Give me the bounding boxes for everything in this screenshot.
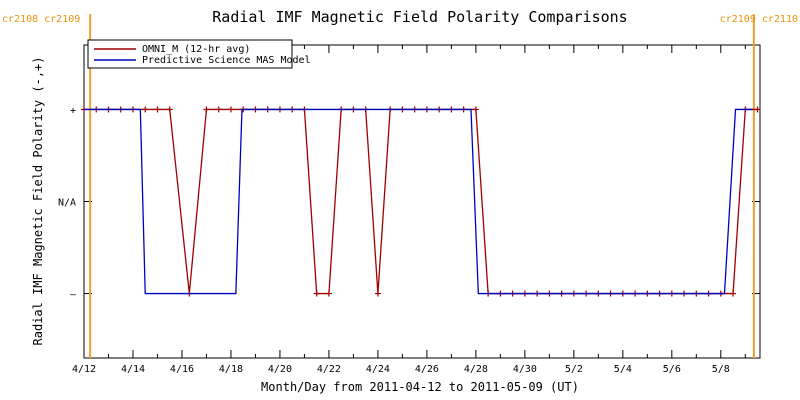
x-tick-label: 4/12	[72, 364, 96, 375]
legend-label-omni: OMNI_M (12-hr avg)	[142, 44, 250, 55]
x-tick-label: 4/20	[268, 364, 292, 375]
data-point	[203, 106, 210, 113]
chart-title: Radial IMF Magnetic Field Polarity Compa…	[212, 8, 627, 26]
x-tick-label: 4/24	[366, 364, 390, 375]
x-tick-label: 5/2	[565, 364, 583, 375]
data-point	[754, 106, 761, 113]
data-point	[142, 106, 149, 113]
legend-label-mas: Predictive Science MAS Model	[142, 55, 311, 66]
series-lines	[81, 106, 761, 297]
data-point	[325, 290, 332, 297]
carrington-markers: cr2108 cr2109 cr2109 cr2110	[2, 14, 798, 358]
y-axis-label: Radial IMF Magnetic Field Polarity (-,+)	[31, 57, 45, 346]
x-tick-label: 5/8	[712, 364, 730, 375]
data-point	[215, 106, 222, 113]
legend: OMNI_M (12-hr avg) Predictive Science MA…	[87, 39, 311, 69]
x-tick-label: 4/14	[121, 364, 145, 375]
x-tick-label: 4/22	[317, 364, 341, 375]
x-tick-label: 5/4	[614, 364, 632, 375]
x-tick-label: 4/18	[219, 364, 243, 375]
data-point	[730, 290, 737, 297]
data-point	[154, 106, 161, 113]
data-point	[374, 290, 381, 297]
y-tick-label: N/A	[58, 198, 76, 209]
data-point	[472, 106, 479, 113]
x-tick-label: 4/28	[464, 364, 488, 375]
plot-frame	[83, 44, 761, 359]
series-line-1	[84, 108, 753, 295]
legend-box	[87, 39, 293, 69]
tick-labels: 4/12 4/14 4/16 4/18 4/20 4/22 4/24 4/26 4/28 4/30…	[58, 105, 730, 375]
x-tick-label: 4/30	[513, 364, 537, 375]
x-tick-label: 4/16	[170, 364, 194, 375]
data-point	[166, 106, 173, 113]
x-tick-label: 5/6	[663, 364, 681, 375]
data-point	[313, 290, 320, 297]
x-tick-label: 4/26	[415, 364, 439, 375]
y-tick-label: –	[70, 290, 77, 301]
data-point	[227, 106, 234, 113]
x-axis-label: Month/Day from 2011-04-12 to 2011-05-09 …	[261, 380, 579, 394]
carrington-label: cr2109 cr2110	[720, 14, 798, 25]
y-tick-label: +	[70, 105, 76, 116]
carrington-label: cr2108 cr2109	[2, 14, 80, 25]
